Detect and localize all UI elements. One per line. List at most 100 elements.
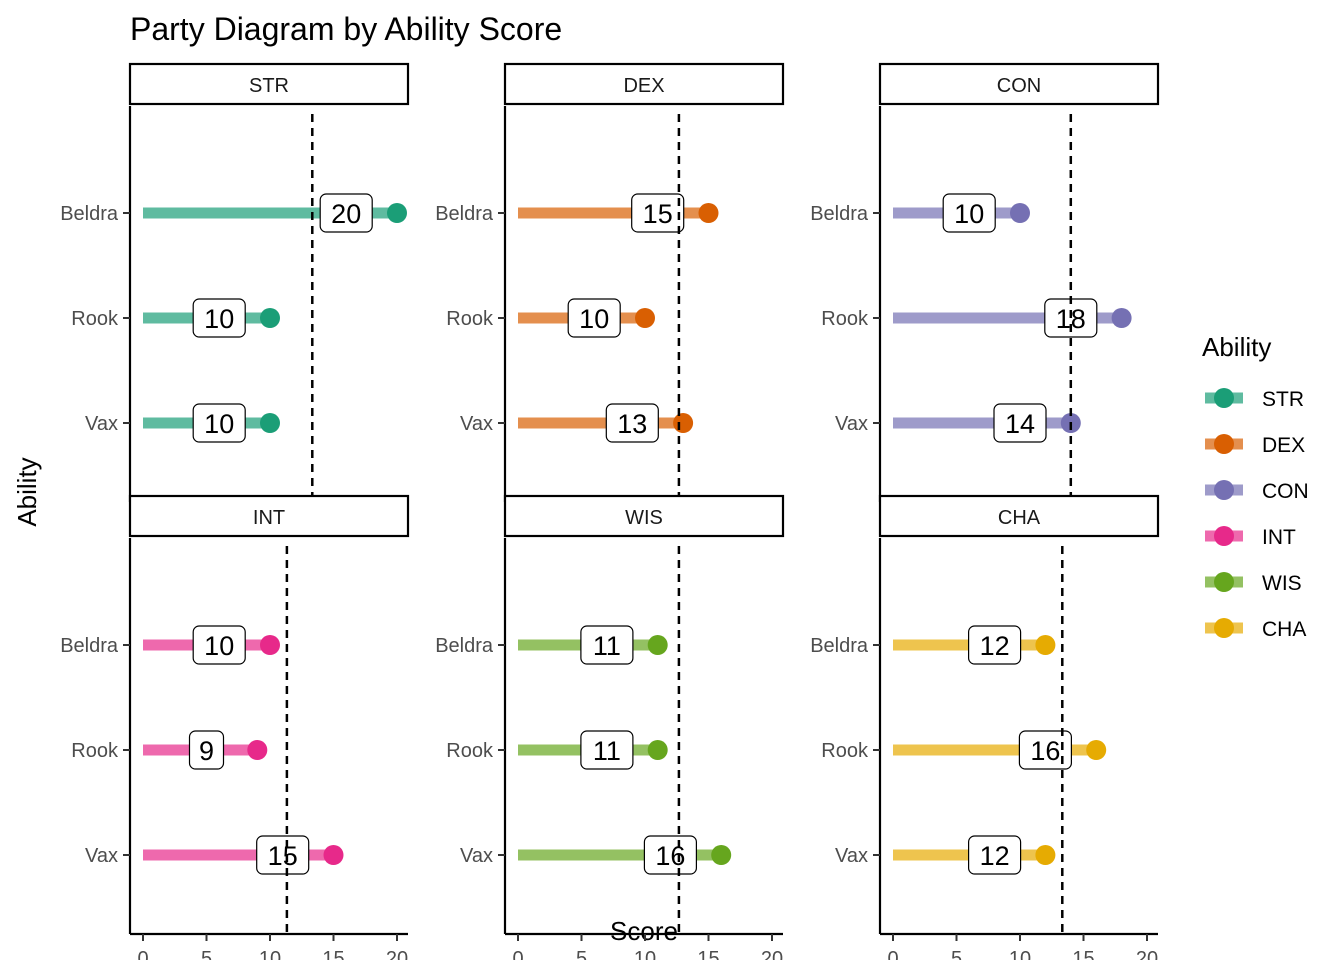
value-label-box [192,403,246,443]
y-tick-label: Vax [835,845,868,867]
panel-strip-cha [878,494,1160,538]
x-tick-label: 10 [259,948,281,960]
y-tick-label: Vax [85,845,118,867]
legend-label: CON [1262,480,1309,503]
legend-key-point [1214,434,1234,454]
value-label: 10 [204,304,234,334]
legend-key-point [1214,526,1234,546]
value-label-box [1018,730,1073,770]
x-tick-label: 0 [887,948,898,960]
value-label: 16 [1030,736,1060,766]
y-tick-label: Rook [71,308,119,330]
value-label-box [967,835,1022,875]
value-label-box [256,835,310,875]
panel-strip-dex [503,62,785,106]
x-tick-label: 15 [1072,948,1094,960]
y-tick-label: Vax [85,413,118,435]
value-label: 13 [617,409,647,439]
x-tick-label: 15 [697,948,719,960]
legend-item-str: STR [1205,388,1304,411]
panel-con: CON05101520BeldraRookVax101814 [810,62,1160,538]
panel-strip-wis [503,494,785,538]
value-label-box [643,835,698,875]
panel-strip-label: STR [249,75,289,97]
chart-title: Party Diagram by Ability Score [130,11,562,47]
value-label-box [631,193,685,233]
value-label: 15 [643,199,673,229]
panel-cha: CHA 0 5 10 15 20 Beldra Rook Vax 12 16 12 [810,494,1160,960]
lollipop-point [260,635,280,655]
legend-item-wis: WIS [1205,572,1302,595]
y-tick-label: Beldra [435,635,494,657]
y-tick-label: Rook [71,740,119,762]
lollipop-point [647,740,668,760]
lollipop-point [673,413,694,433]
value-label-box [580,625,634,665]
legend-item-con: CON [1205,480,1309,503]
value-label-box [605,403,659,443]
y-tick-label: Vax [460,845,493,867]
legend-label: WIS [1262,572,1302,595]
y-tick-label: Beldra [810,203,869,225]
legend-item-cha: CHA [1205,618,1306,641]
x-tick-label: 5 [201,948,212,960]
legend-label: INT [1262,526,1296,549]
lollipop-point [1035,635,1056,655]
y-tick-label: Beldra [810,635,869,657]
x-tick-label: 5 [576,948,587,960]
legend-label: DEX [1262,434,1305,457]
value-label-box [319,193,373,233]
value-label-box [580,730,634,770]
y-tick-label: Beldra [435,203,494,225]
panel-int: INT 0 5 10 15 20 Beldra Rook Vax 10 9 15 [60,494,410,960]
y-tick-label: Rook [821,308,869,330]
value-label: 11 [593,736,621,766]
lollipop-point [260,413,280,433]
legend-item-dex: DEX [1205,434,1305,457]
panel-strip-label: CHA [998,507,1041,529]
lollipop-point [647,635,668,655]
value-label: 10 [579,304,609,334]
x-tick-label: 5 [951,948,962,960]
x-tick-label: 0 [512,948,523,960]
y-axis-label: Ability [12,457,42,526]
value-label-box [188,730,225,770]
legend-title: Ability [1202,332,1271,362]
legend-label: CHA [1262,618,1306,641]
x-tick-label: 10 [634,948,656,960]
lollipop-point [1086,740,1107,760]
panel-strip-con [878,62,1160,106]
x-tick-label: 15 [322,948,344,960]
panel-strip-label: CON [997,75,1041,97]
panel-strip-int [128,494,410,538]
facet-panels: STR 0 5 10 15 20 Beldra Rook Vax 20 10 10 DEX 0 5 10 15 2… [60,62,1160,960]
legend-key-point [1214,388,1234,408]
y-tick-label: Vax [835,413,868,435]
value-label-box [993,403,1047,443]
value-label: 12 [980,841,1010,871]
value-label: 12 [980,631,1010,661]
panel-dex: DEX05101520BeldraRookVax151013 [435,62,785,538]
x-tick-label: 0 [137,948,148,960]
lollipop-point [1111,308,1132,328]
y-tick-label: Rook [446,740,494,762]
y-tick-label: Rook [821,740,869,762]
value-label-box [567,298,621,338]
x-tick-label: 20 [386,948,408,960]
legend-label: STR [1262,388,1304,411]
lollipop-point [260,308,280,328]
value-label: 11 [593,631,621,661]
value-label: 14 [1005,409,1035,439]
y-tick-label: Vax [460,413,493,435]
lollipop-point [1010,203,1030,223]
lollipop-point [698,203,719,223]
value-label: 16 [655,841,685,871]
value-label: 10 [954,199,984,229]
legend-key-point [1214,618,1234,638]
lollipop-point [323,845,344,865]
legend-item-int: INT [1205,526,1296,549]
panel-strip-str [128,62,410,106]
lollipop-point [387,203,407,223]
value-label-box [967,625,1022,665]
